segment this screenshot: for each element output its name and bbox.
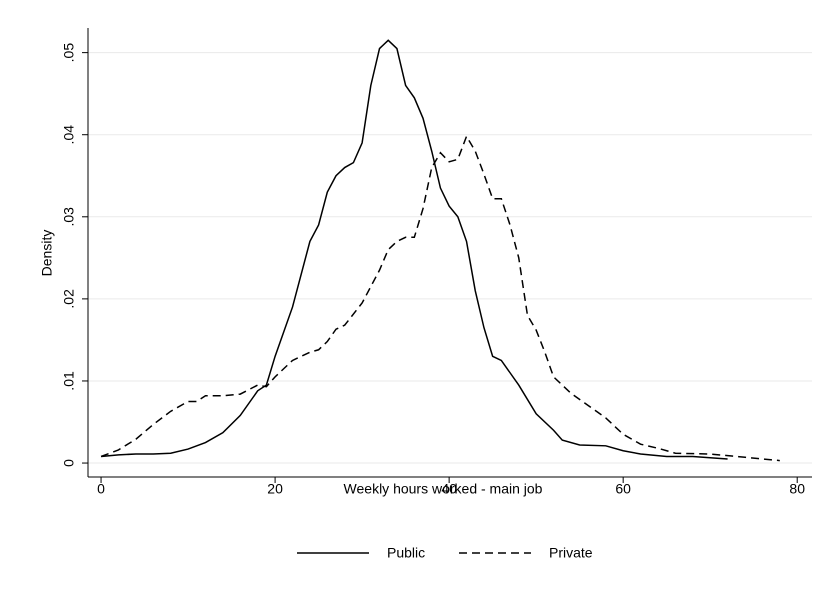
series-line <box>100 134 780 462</box>
y-tick-label: 0 <box>61 459 77 467</box>
legend-label: Public <box>387 545 425 561</box>
y-tick-label: .05 <box>61 43 77 63</box>
y-tick-label: .03 <box>61 207 77 227</box>
x-tick-label: 80 <box>789 481 805 497</box>
y-axis-label: Density <box>39 230 55 277</box>
x-tick-label: 20 <box>267 481 283 497</box>
series-line <box>100 39 728 460</box>
x-tick-label: 60 <box>615 481 631 497</box>
x-tick-label: 0 <box>97 481 105 497</box>
y-tick-label: .02 <box>61 289 77 309</box>
y-tick-label: .01 <box>61 371 77 391</box>
legend-label: Private <box>549 545 593 561</box>
y-tick-label: .04 <box>61 125 77 145</box>
x-tick-label: 40 <box>441 481 457 497</box>
x-axis-label: Weekly hours worked - main job <box>344 481 543 497</box>
